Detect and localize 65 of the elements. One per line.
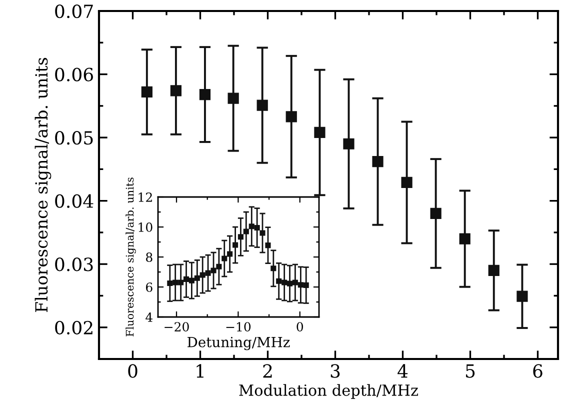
y-axis-title: Fluorescence signal/arb. units — [126, 178, 136, 336]
point — [292, 280, 298, 286]
point — [183, 276, 190, 282]
x-axis-title: Modulation depth/MHz — [239, 384, 418, 399]
y-tick-label: 6 — [146, 282, 152, 292]
x-tick-label: 2 — [263, 364, 272, 378]
point — [228, 92, 239, 104]
point — [172, 280, 178, 286]
x-tick-label: 3 — [330, 364, 340, 378]
point — [227, 251, 233, 257]
y-tick-label: 0.04 — [55, 194, 94, 208]
point — [194, 275, 200, 281]
point — [430, 208, 442, 220]
y-tick-label: 0.07 — [55, 4, 93, 18]
point — [265, 242, 271, 248]
point — [216, 264, 222, 270]
point — [314, 126, 326, 138]
point — [188, 278, 194, 284]
x-tick-label: −10 — [226, 322, 251, 332]
point — [270, 266, 276, 272]
x-tick-label: 4 — [398, 364, 408, 378]
y-tick-label: 8 — [146, 252, 152, 262]
y-tick-label: 12 — [138, 192, 152, 202]
point — [401, 176, 412, 188]
x-tick-label: 0 — [128, 364, 138, 378]
point — [282, 280, 288, 286]
y-tick-label: 0.05 — [55, 131, 93, 145]
point — [243, 228, 249, 234]
point — [141, 86, 152, 98]
y-tick-label: 0.06 — [55, 68, 93, 82]
point — [286, 111, 297, 122]
x-tick-label: 0 — [296, 322, 304, 332]
x-tick-label: 5 — [466, 364, 475, 378]
point — [167, 280, 173, 286]
y-tick-label: 0.03 — [55, 258, 93, 272]
point — [372, 156, 384, 168]
point — [238, 234, 244, 240]
point — [248, 224, 254, 230]
point — [343, 138, 354, 150]
point — [256, 100, 268, 111]
point — [516, 290, 528, 302]
y-axis-title: Fluorescence signal/arb. units — [34, 58, 52, 312]
y-tick-label: 0.02 — [55, 320, 92, 334]
point — [232, 242, 238, 248]
point — [303, 282, 309, 288]
point — [170, 85, 182, 96]
point — [286, 280, 293, 286]
point — [222, 256, 228, 262]
x-tick-label: −20 — [164, 322, 189, 332]
point — [260, 230, 266, 236]
x-axis-title: Detuning/MHz — [188, 336, 290, 350]
point — [210, 268, 216, 274]
point — [298, 282, 304, 288]
point — [178, 280, 184, 286]
point — [200, 272, 206, 278]
y-tick-label: 4 — [146, 312, 153, 322]
x-tick-label: 6 — [533, 364, 542, 378]
x-tick-label: 1 — [196, 364, 204, 378]
y-tick-label: 10 — [138, 222, 152, 232]
point — [199, 88, 211, 100]
point — [254, 224, 260, 231]
point — [459, 233, 470, 244]
point — [205, 270, 211, 276]
point — [276, 278, 282, 284]
point — [488, 264, 500, 276]
